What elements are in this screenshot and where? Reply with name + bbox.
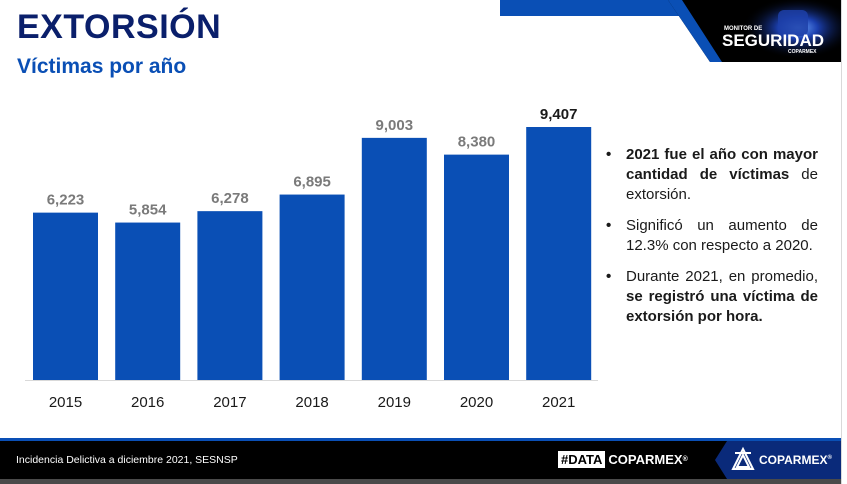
x-tick-label-2016: 2016 bbox=[131, 394, 164, 411]
insight-item: • 2021 fue el año con mayor cantidad de … bbox=[606, 145, 818, 205]
page-subtitle: Víctimas por año bbox=[17, 55, 187, 78]
monitor-seguridad-logo: MONITOR DE SEGURIDAD COPARMEX bbox=[668, 0, 841, 62]
data-label-2017: 6,278 bbox=[211, 190, 249, 207]
insight-bold-text: se registró una víctima de extorsión por… bbox=[626, 288, 818, 325]
right-edge-line bbox=[841, 0, 842, 484]
page-title: EXTORSIÓN bbox=[17, 8, 222, 46]
insight-item: • Significó un aumento de 12.3% con resp… bbox=[606, 216, 818, 256]
x-tick-label-2017: 2017 bbox=[213, 394, 246, 411]
x-tick-label-2020: 2020 bbox=[460, 394, 493, 411]
top-accent-bar bbox=[500, 0, 685, 16]
data-hash-label: #DATA bbox=[558, 451, 606, 468]
bar-2019 bbox=[361, 137, 427, 380]
x-tick-label-2015: 2015 bbox=[49, 394, 82, 411]
insight-item: • Durante 2021, en promedio, se registró… bbox=[606, 267, 818, 327]
data-label-2018: 6,895 bbox=[293, 174, 331, 191]
bar-chart: 6,223 2015 5,854 2016 6,278 2017 6,895 2018 9,00… bbox=[25, 106, 598, 411]
data-label-2015: 6,223 bbox=[47, 192, 85, 209]
data-label-2020: 8,380 bbox=[458, 134, 496, 151]
x-tick-label-2021: 2021 bbox=[542, 394, 575, 411]
insight-text: Durante 2021, en promedio, bbox=[626, 268, 818, 285]
x-tick-label-2018: 2018 bbox=[295, 394, 328, 411]
svg-text:MONITOR DE: MONITOR DE bbox=[724, 26, 762, 32]
footer-shadow bbox=[0, 479, 841, 484]
bullet-dot: • bbox=[606, 146, 612, 163]
coparmex-brand-text: COPARMEX® bbox=[759, 453, 832, 467]
svg-text:COPARMEX: COPARMEX bbox=[788, 49, 817, 55]
bar-2017 bbox=[197, 211, 263, 380]
x-tick-label-2019: 2019 bbox=[378, 394, 411, 411]
insights-list: • 2021 fue el año con mayor cantidad de … bbox=[606, 145, 818, 338]
bar-2018 bbox=[279, 194, 345, 380]
bullet-dot: • bbox=[606, 268, 612, 285]
data-label-2016: 5,854 bbox=[129, 202, 167, 219]
bar-2015 bbox=[33, 212, 98, 380]
bar-2021 bbox=[526, 127, 592, 380]
data-label-2021: 9,407 bbox=[540, 106, 578, 123]
bar-2016 bbox=[115, 222, 181, 380]
bullet-dot: • bbox=[606, 217, 612, 234]
data-coparmex-logo: #DATA COPARMEX ® bbox=[558, 451, 688, 468]
registered-mark: ® bbox=[682, 456, 688, 463]
data-label-2019: 9,003 bbox=[376, 117, 414, 134]
insight-bold-text: 2021 fue el año con mayor cantidad de ví… bbox=[626, 146, 818, 183]
svg-text:SEGURIDAD: SEGURIDAD bbox=[722, 31, 824, 50]
footer-bar: Incidencia Delictiva a diciembre 2021, S… bbox=[0, 438, 841, 479]
source-note: Incidencia Delictiva a diciembre 2021, S… bbox=[16, 454, 238, 466]
insight-text: Significó un aumento de 12.3% con respec… bbox=[626, 217, 818, 254]
coparmex-logo: COPARMEX® bbox=[715, 441, 841, 479]
data-brand-label: COPARMEX bbox=[608, 452, 683, 467]
coparmex-emblem-icon bbox=[731, 446, 755, 470]
insight-text: de extorsión. bbox=[626, 166, 818, 203]
bar-2020 bbox=[444, 154, 509, 380]
